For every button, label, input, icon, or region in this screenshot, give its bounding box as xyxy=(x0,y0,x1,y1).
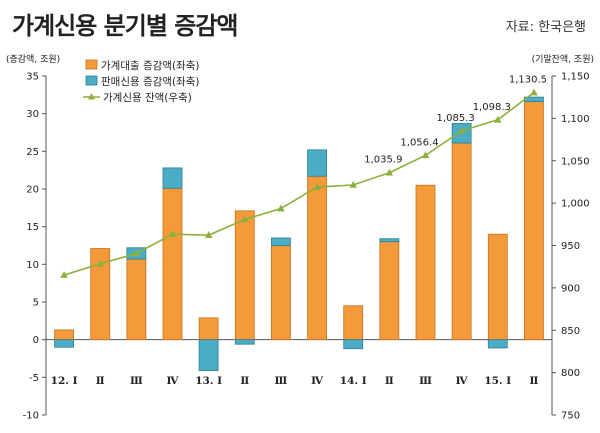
balance-point xyxy=(493,115,502,123)
loan-bar xyxy=(234,210,255,341)
loan-bar xyxy=(415,184,436,341)
x-category-label: Ⅲ xyxy=(419,375,432,387)
sales-credit-bar xyxy=(307,149,327,177)
legend-loan-label: 가계대출 증감액(좌축) xyxy=(101,60,199,72)
balance-point xyxy=(168,230,177,237)
left-tick-label: 20 xyxy=(26,185,39,196)
balance-point xyxy=(240,215,249,223)
right-tick-label: 800 xyxy=(561,368,580,379)
sales-credit-bar xyxy=(198,339,219,371)
balance-point xyxy=(385,168,394,176)
x-category-label: Ⅱ xyxy=(240,375,249,387)
loan-bar xyxy=(271,245,291,341)
right-tick-label: 750 xyxy=(561,411,580,422)
balance-point xyxy=(457,126,466,134)
left-tick-label: 10 xyxy=(26,260,39,271)
sales-credit-bar xyxy=(271,237,291,246)
sales-credit-bar xyxy=(487,339,508,349)
loan-bar xyxy=(524,101,544,341)
sales-credit-bar xyxy=(162,167,183,189)
x-category-label: Ⅳ xyxy=(167,375,180,387)
sales-credit-bar xyxy=(234,339,255,345)
loan-bar xyxy=(487,233,508,341)
x-category-label: Ⅲ xyxy=(130,375,143,387)
left-tick-label: 0 xyxy=(33,335,39,346)
balance-data-label: 1,085.3 xyxy=(437,113,475,124)
loan-bar xyxy=(126,258,147,341)
loan-bar xyxy=(54,329,74,341)
x-category-label: 15. Ⅰ xyxy=(484,375,511,387)
sales-credit-bar xyxy=(379,238,400,243)
right-tick-label: 1,050 xyxy=(561,156,590,167)
balance-point xyxy=(530,88,538,96)
balance-point xyxy=(313,183,321,190)
loan-bar xyxy=(307,175,327,341)
x-category-label: Ⅱ xyxy=(385,375,394,387)
x-category-label: 13. Ⅰ xyxy=(195,375,222,387)
legend-loan-swatch xyxy=(85,59,98,70)
right-axis-label: (기말잔액, 조원) xyxy=(532,53,594,65)
left-tick-label: 15 xyxy=(26,222,39,233)
left-tick-label: 30 xyxy=(26,109,39,120)
balance-data-label: 1,130.5 xyxy=(509,75,547,86)
balance-point xyxy=(132,249,141,257)
x-category-label: Ⅲ xyxy=(275,375,288,387)
balance-point xyxy=(204,231,213,238)
legend-balance-marker xyxy=(88,93,95,100)
loan-bar xyxy=(198,317,219,341)
left-tick-label: -10 xyxy=(23,411,39,422)
chart-title: 가계신용 분기별 증감액 xyxy=(12,12,239,40)
balance-data-label: 1,035.9 xyxy=(364,155,402,166)
balance-data-label: 1,056.4 xyxy=(400,137,438,148)
loan-bar xyxy=(343,305,364,341)
legend-sales-swatch xyxy=(85,75,98,86)
legend-sales-label: 판매신용 증감액(좌축) xyxy=(101,76,199,88)
right-tick-label: 1,100 xyxy=(561,114,590,125)
left-tick-label: 25 xyxy=(26,147,39,158)
balance-point xyxy=(277,204,285,212)
loan-bar xyxy=(379,241,400,341)
left-tick-label: 5 xyxy=(33,298,39,309)
left-tick-label: -5 xyxy=(29,373,39,384)
right-tick-label: 900 xyxy=(561,283,580,294)
x-category-label: Ⅱ xyxy=(96,375,105,387)
legend-balance-label: 가계신용 잔액(우축) xyxy=(103,92,192,104)
x-category-label: 12. Ⅰ xyxy=(51,375,78,387)
loan-bar xyxy=(90,248,111,341)
x-category-label: Ⅳ xyxy=(456,375,469,387)
right-tick-label: 1,000 xyxy=(561,199,590,210)
sales-credit-bar xyxy=(343,339,364,350)
right-tick-label: 850 xyxy=(561,326,580,337)
left-tick-label: 35 xyxy=(26,72,39,83)
balance-point xyxy=(349,180,358,188)
balance-point xyxy=(421,151,430,159)
balance-line xyxy=(63,91,535,276)
left-axis-label: (증감액, 조원) xyxy=(6,53,60,65)
source-note: 자료: 한국은행 xyxy=(505,20,586,35)
loan-bar xyxy=(451,142,472,341)
right-tick-label: 1,150 xyxy=(561,72,590,83)
balance-point xyxy=(60,271,68,278)
balance-data-label: 1,098.3 xyxy=(473,102,511,113)
sales-credit-bar xyxy=(54,339,74,348)
x-category-label: Ⅱ xyxy=(529,375,538,387)
right-tick-label: 950 xyxy=(561,241,580,252)
x-category-label: Ⅳ xyxy=(311,375,324,387)
loan-bar xyxy=(162,187,183,341)
x-category-label: 14. Ⅰ xyxy=(340,375,367,387)
balance-point xyxy=(96,259,105,267)
